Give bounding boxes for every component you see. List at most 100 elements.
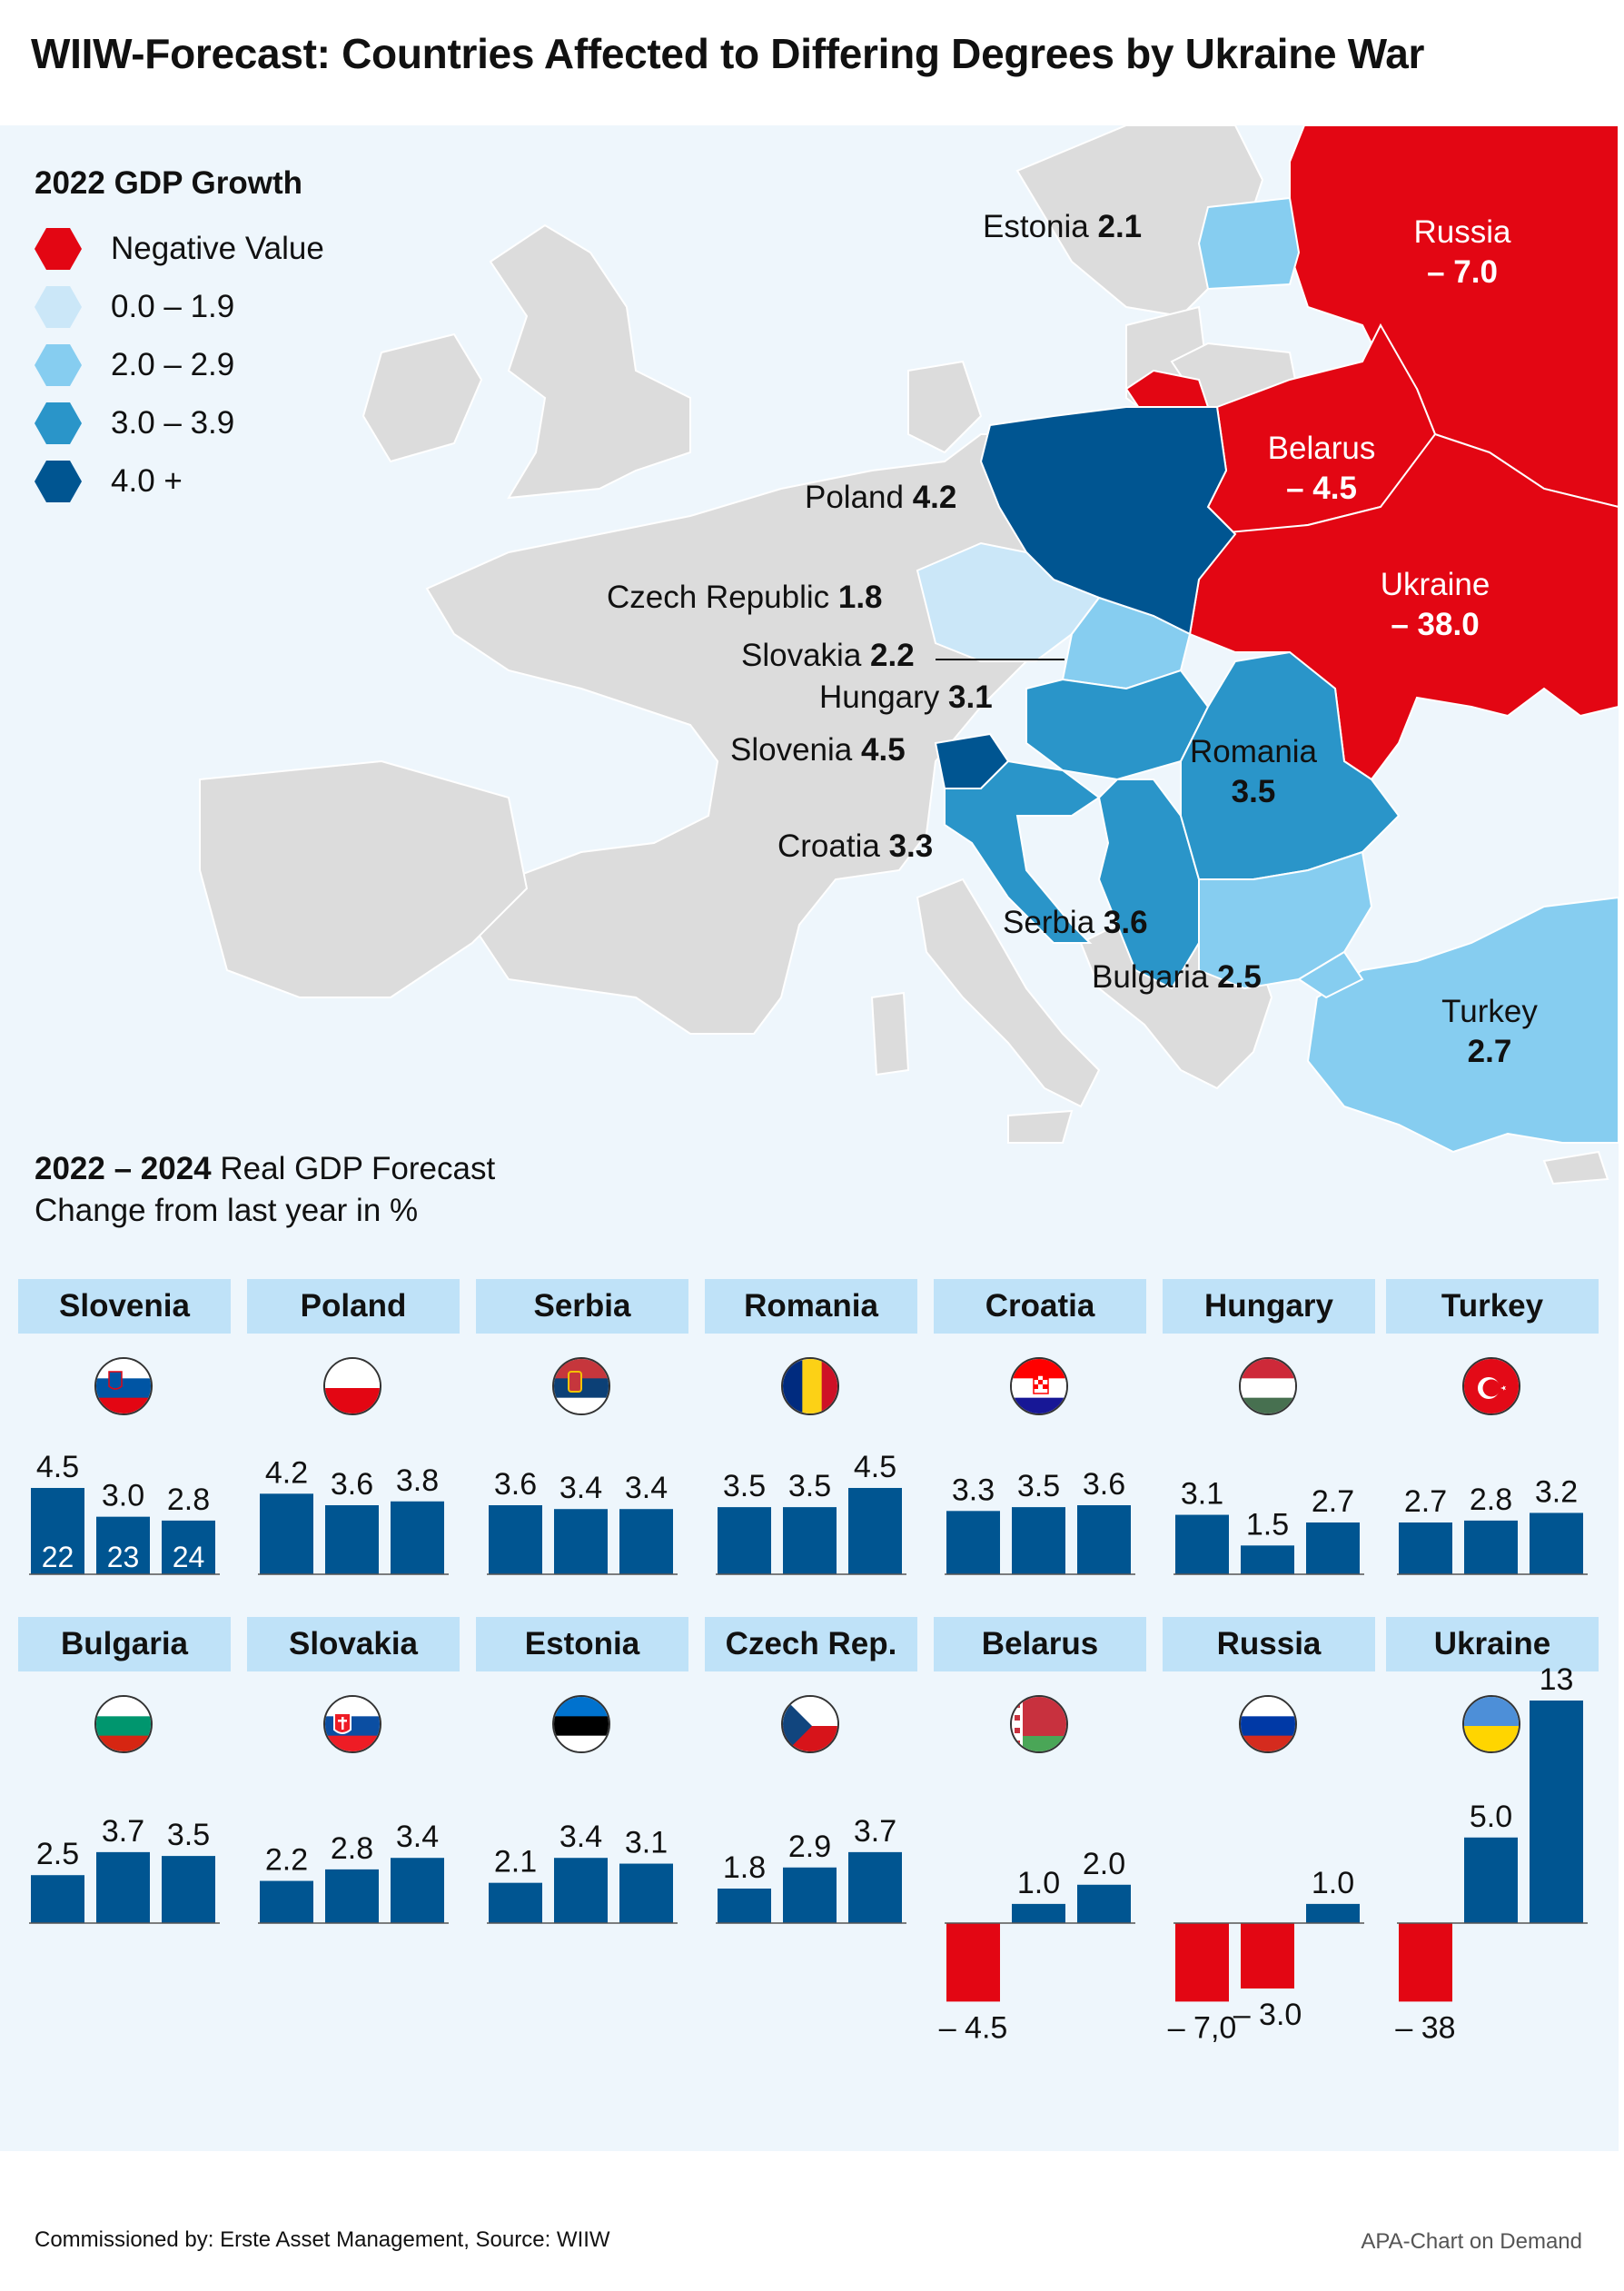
bar-value-label: 3.5 xyxy=(788,1469,831,1503)
tile-country-name: Romania xyxy=(705,1279,917,1334)
bar-value-label: 3.7 xyxy=(854,1814,896,1849)
tile-bar-chart: 3.3 3.5 3.6 xyxy=(945,1467,1135,1575)
bar-value-label: 13 xyxy=(1540,1662,1574,1697)
map-turkey xyxy=(1306,896,1619,1154)
europe-map xyxy=(199,125,1619,1185)
map-sicily xyxy=(1007,1109,1074,1144)
map-label-russia: Russia – 7.0 xyxy=(1413,214,1511,290)
map-ukraine xyxy=(1188,432,1619,781)
bar-value-label: 1.0 xyxy=(1017,1866,1060,1900)
tile-country-name: Croatia xyxy=(934,1279,1146,1334)
bar-value-label: 2.1 xyxy=(494,1845,537,1879)
bar-value-label: 2.8 xyxy=(331,1831,373,1866)
bar-value-label: 4.5 xyxy=(854,1450,896,1484)
legend-item-2-2.9: 2.0 – 2.9 xyxy=(35,336,324,394)
forecast-heading: 2022 – 2024 Real GDP Forecast Change fro… xyxy=(35,1148,495,1232)
bar-24 xyxy=(1077,1504,1131,1574)
belarus-flag-icon xyxy=(1010,1695,1068,1753)
map-great-britain xyxy=(489,223,691,500)
slovakia-flag-icon xyxy=(323,1695,381,1753)
tile-bar-chart: 2.7 2.8 3.2 xyxy=(1397,1474,1588,1575)
tile-country-name: Bulgaria xyxy=(18,1617,231,1671)
bar-23 xyxy=(1241,1923,1294,1989)
bar-23 xyxy=(96,1851,150,1923)
map-label-estonia: Estonia 2.1 xyxy=(983,209,1143,244)
bar-24 xyxy=(848,1851,902,1923)
bar-value-label: 2.7 xyxy=(1312,1484,1354,1519)
bar-22 xyxy=(31,1487,84,1574)
map-ireland xyxy=(361,332,483,463)
legend-hex-icon xyxy=(35,461,82,502)
tile-country-name: Ukraine xyxy=(1386,1617,1599,1671)
forecast-subheading: Change from last year in % xyxy=(35,1193,419,1228)
bar-value-label: 2.7 xyxy=(1404,1484,1447,1519)
map-label-hungary: Hungary 3.1 xyxy=(819,679,993,715)
tile-country-name: Russia xyxy=(1163,1617,1375,1671)
map-denmark xyxy=(907,360,983,454)
tile-bar-chart: – 38 5.0 13 xyxy=(1395,1662,1588,2045)
tile-country-name: Slovenia xyxy=(18,1279,231,1334)
legend-item-0-1.9: 0.0 – 1.9 xyxy=(35,278,324,336)
bar-24 xyxy=(162,1520,215,1574)
bar-value-label: 5.0 xyxy=(1470,1800,1512,1834)
bar-23 xyxy=(1464,1520,1518,1574)
bar-24 xyxy=(848,1487,902,1574)
bar-22 xyxy=(31,1875,84,1923)
tile-country-name: Turkey xyxy=(1386,1279,1599,1334)
bar-23 xyxy=(325,1504,379,1574)
bar-23 xyxy=(554,1858,608,1923)
tile-bar-chart: – 7,0– 3.0 1.0 xyxy=(1168,1866,1364,2045)
bar-value-label: 3.6 xyxy=(494,1467,537,1502)
map-serbia xyxy=(1097,779,1200,990)
tile-bar-chart: 2.1 3.4 3.1 xyxy=(487,1820,678,1924)
hungary-flag-icon xyxy=(1239,1357,1297,1415)
bar-year-label: 23 xyxy=(107,1541,140,1573)
map-estonia xyxy=(1197,196,1301,291)
tile-bar-chart: 3.5 3.5 4.5 xyxy=(716,1450,906,1575)
bar-22 xyxy=(718,1507,771,1574)
forecast-tile-slovakia: Slovakia 2.2 2.8 3.4 xyxy=(247,1617,460,1924)
forecast-tile-poland: Poland 4.2 3.6 3.8 xyxy=(247,1279,460,1575)
bar-22 xyxy=(260,1493,313,1574)
map-label-serbia: Serbia 3.6 xyxy=(1003,905,1148,940)
croatia-flag-icon xyxy=(1010,1357,1068,1415)
footer-source: Commissioned by: Erste Asset Management,… xyxy=(35,2227,610,2252)
bar-22 xyxy=(1175,1923,1229,2002)
bar-value-label: 1.8 xyxy=(723,1850,766,1885)
bar-value-label: 3.4 xyxy=(559,1471,602,1505)
bar-24 xyxy=(1530,1701,1583,1923)
map-panel: 2022 GDP Growth Negative Value 0.0 – 1.9… xyxy=(0,125,1619,2151)
tile-bar-chart: 2.5 3.7 3.5 xyxy=(29,1814,220,1924)
map-croatia xyxy=(944,759,1101,944)
bar-value-label: 3.3 xyxy=(952,1473,995,1507)
forecast-tile-serbia: Serbia 3.6 3.4 3.4 xyxy=(476,1279,688,1575)
forecast-tile-estonia: Estonia 2.1 3.4 3.1 xyxy=(476,1617,688,1924)
bar-value-label: 1.5 xyxy=(1246,1507,1289,1542)
bar-value-label: 2.0 xyxy=(1083,1847,1125,1881)
bar-value-label: – 3.0 xyxy=(1233,1998,1302,2032)
legend-hex-icon xyxy=(35,402,82,444)
bar-22 xyxy=(1175,1514,1229,1574)
tile-bar-chart: 4.2 3.6 3.8 xyxy=(258,1455,449,1575)
bar-23 xyxy=(1464,1837,1518,1923)
map-label-ukraine: Ukraine – 38.0 xyxy=(1380,567,1490,642)
bar-24 xyxy=(1077,1884,1131,1923)
tile-country-name: Slovakia xyxy=(247,1617,460,1671)
bar-value-label: 2.2 xyxy=(265,1843,308,1878)
forecast-tile-romania: Romania 3.5 3.5 4.5 xyxy=(705,1279,917,1575)
russia-flag-icon xyxy=(1239,1695,1297,1753)
tile-country-name: Hungary xyxy=(1163,1279,1375,1334)
bar-year-label: 22 xyxy=(42,1541,74,1573)
bulgaria-flag-icon xyxy=(94,1695,153,1753)
bar-value-label: 3.1 xyxy=(1181,1477,1223,1512)
bar-value-label: 3.1 xyxy=(625,1826,668,1860)
bar-value-label: 4.5 xyxy=(36,1450,79,1484)
map-cyprus xyxy=(1542,1150,1609,1185)
map-label-slovenia: Slovenia 4.5 xyxy=(730,732,906,768)
bar-value-label: – 4.5 xyxy=(939,2010,1008,2045)
bar-22 xyxy=(1399,1522,1452,1574)
bar-value-label: 3.5 xyxy=(167,1818,210,1852)
bar-22 xyxy=(1399,1923,1452,2002)
forecast-tile-turkey: Turkey 2.7 2.8 3.2 xyxy=(1386,1279,1599,1575)
bar-value-label: 3.5 xyxy=(1017,1469,1060,1503)
